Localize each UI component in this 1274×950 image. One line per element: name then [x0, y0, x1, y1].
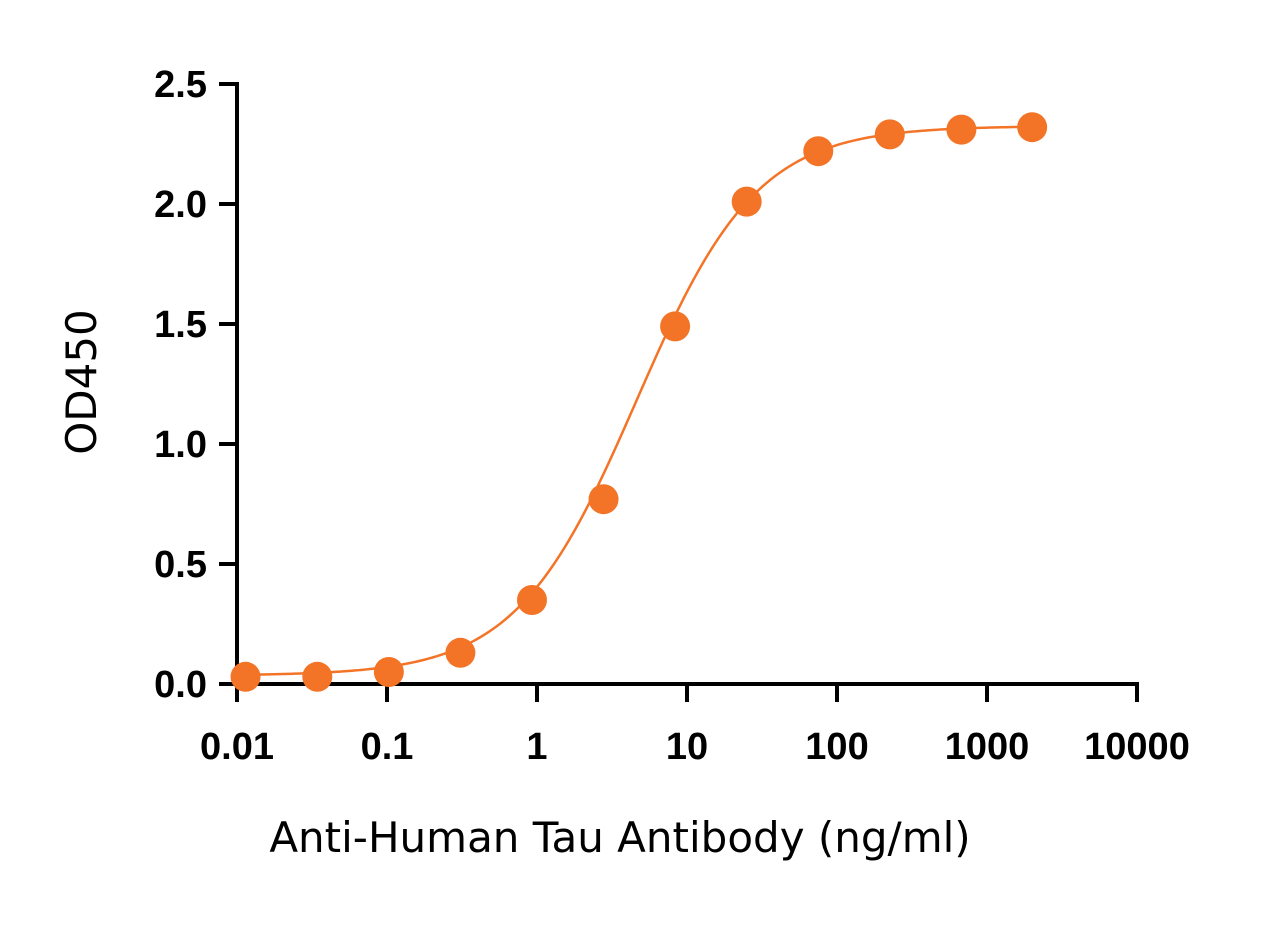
- data-point: [230, 661, 261, 692]
- y-axis-label: OD450: [57, 309, 106, 455]
- data-point: [516, 585, 547, 615]
- x-tick-label: 10: [666, 726, 708, 768]
- data-point: [660, 311, 691, 342]
- data-point: [731, 186, 762, 217]
- y-tick-label: 1.0: [154, 424, 207, 466]
- y-tick-label: 1.5: [154, 304, 207, 346]
- data-point: [946, 114, 977, 145]
- x-axis-label: Anti-Human Tau Antibody (ng/ml): [269, 813, 970, 862]
- x-tick-label: 0.1: [361, 726, 414, 768]
- data-point: [445, 637, 476, 668]
- y-ticks: 0.0 0.5 1.0 1.5 2.0 2.5: [154, 64, 237, 706]
- y-tick-label: 0.5: [154, 544, 207, 586]
- data-point: [302, 661, 333, 692]
- x-tick-label: 0.01: [200, 726, 274, 768]
- y-tick-label: 2.0: [154, 184, 207, 226]
- y-tick-label: 0.0: [154, 664, 207, 706]
- x-tick-label: 1000: [945, 726, 1030, 768]
- x-tick-label: 1: [526, 726, 547, 768]
- data-point: [874, 119, 905, 150]
- x-tick-label: 10000: [1084, 726, 1190, 768]
- data-point: [373, 657, 404, 687]
- fit-curve: [245, 125, 1033, 677]
- data-point: [1017, 112, 1048, 143]
- data-point: [803, 136, 834, 167]
- x-tick-label: 100: [805, 726, 868, 768]
- y-tick-label: 2.5: [154, 64, 207, 106]
- axes: [235, 82, 1139, 686]
- data-points: [230, 112, 1048, 692]
- data-point: [588, 484, 619, 515]
- x-ticks: 0.01 0.1 1 10 100 1000 10000: [200, 684, 1190, 768]
